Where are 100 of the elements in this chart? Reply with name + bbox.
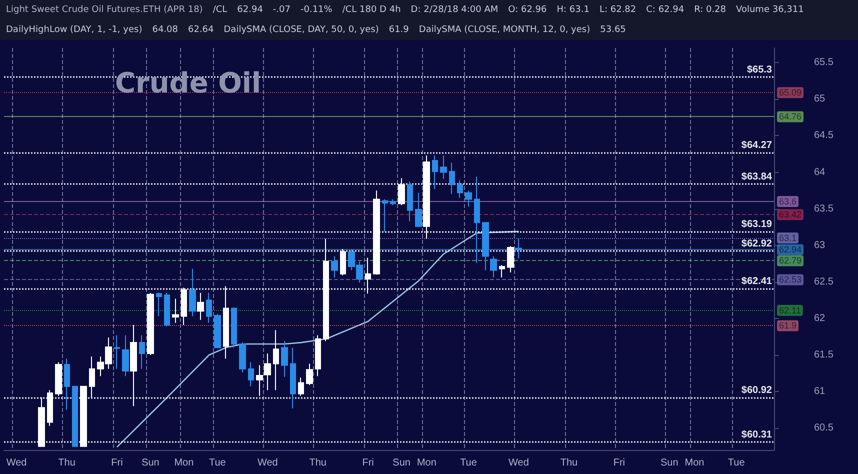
candlestick bbox=[298, 377, 304, 396]
candlestick bbox=[264, 353, 271, 391]
y-tick-label: 62.5 bbox=[814, 276, 834, 288]
candlestick bbox=[214, 314, 221, 348]
candlestick bbox=[139, 334, 145, 370]
candlestick bbox=[407, 181, 413, 222]
ref-line-label: 62.53 bbox=[779, 274, 802, 285]
candlestick bbox=[147, 292, 154, 356]
candlestick bbox=[390, 198, 396, 206]
text: Crude Oil bbox=[115, 66, 262, 100]
text: O: 62.96 bbox=[508, 5, 547, 15]
text: D: 2/28/18 4:00 AM bbox=[410, 5, 498, 15]
chart-subtitle: Light Sweet Crude Oil Futures.ETH (APR 18) bbox=[6, 5, 203, 15]
candlestick bbox=[290, 347, 296, 409]
candlestick bbox=[114, 334, 120, 370]
ref-line-label: 63.42 bbox=[779, 210, 802, 220]
candlestick bbox=[315, 334, 321, 377]
candlestick bbox=[415, 192, 422, 228]
ref-line-label: $63.19 bbox=[741, 218, 772, 230]
text: 61.9 bbox=[388, 25, 409, 35]
text: 62.64 bbox=[188, 25, 214, 35]
text: /CL 180 D 4h bbox=[342, 5, 401, 15]
candlestick bbox=[306, 363, 313, 386]
ref-line-label: 61.9 bbox=[779, 320, 797, 331]
ref-line-label: 62.94 bbox=[779, 244, 802, 255]
x-tick-label: Mon bbox=[416, 458, 436, 468]
x-tick-label: Fri bbox=[362, 458, 374, 468]
y-tick-label: 62 bbox=[814, 312, 826, 324]
x-tick-label: Tue bbox=[208, 458, 226, 468]
text: H: 63.1 bbox=[556, 5, 590, 15]
candlestick bbox=[231, 306, 237, 348]
x-tick-label: Fri bbox=[613, 458, 625, 468]
ref-line-label: 62.79 bbox=[779, 256, 802, 266]
x-tick-label: Wed bbox=[6, 458, 27, 468]
x-tick-label: Wed bbox=[508, 458, 529, 468]
text: 62.94 bbox=[237, 5, 263, 15]
ref-line-label: $62.92 bbox=[741, 238, 772, 250]
candlestick bbox=[164, 292, 170, 327]
candlestick bbox=[122, 334, 129, 377]
candlestick bbox=[248, 362, 254, 387]
candlestick bbox=[197, 292, 204, 320]
y-tick-label: 61 bbox=[814, 386, 826, 398]
y-tick-label: 65.5 bbox=[814, 57, 834, 68]
text: -0.11% bbox=[300, 5, 332, 15]
candlestick bbox=[64, 358, 70, 410]
candlestick bbox=[172, 298, 179, 324]
candlestick bbox=[239, 342, 246, 374]
text: C: 62.94 bbox=[646, 5, 684, 15]
candlestick bbox=[206, 292, 212, 324]
ref-line-label: 63.6 bbox=[779, 196, 797, 206]
ref-line-label: $65.3 bbox=[746, 64, 772, 76]
text: 64.08 bbox=[152, 25, 178, 35]
y-tick-label: 64 bbox=[814, 166, 826, 178]
candlestick bbox=[449, 162, 455, 195]
candlestick bbox=[331, 256, 338, 278]
ref-line-label: 62.11 bbox=[779, 305, 801, 316]
text: Volume 36,311 bbox=[736, 5, 804, 15]
ref-line-label: $64.27 bbox=[741, 140, 772, 152]
ref-line-label: $60.92 bbox=[741, 384, 772, 396]
line-series bbox=[116, 230, 520, 448]
ref-line-label: 65.09 bbox=[779, 88, 802, 98]
x-tick-label: Tue bbox=[460, 458, 478, 468]
ref-line-label: $60.31 bbox=[741, 429, 772, 440]
x-tick-label: Mon bbox=[174, 458, 194, 468]
x-tick-label: Thu bbox=[309, 458, 326, 468]
candlestick bbox=[432, 154, 438, 190]
text: DailyHighLow (DAY, 1, -1, yes) bbox=[6, 25, 142, 35]
x-tick-label: Mon bbox=[684, 458, 704, 468]
candlestick bbox=[490, 256, 497, 278]
x-tick-label: Wed bbox=[257, 458, 278, 468]
text: 53.65 bbox=[600, 25, 626, 35]
candlestick bbox=[457, 180, 463, 198]
text: /CL bbox=[212, 5, 228, 15]
candlestick bbox=[482, 222, 489, 271]
candlestick bbox=[382, 198, 388, 232]
candlestick bbox=[72, 386, 78, 447]
candlestick bbox=[156, 292, 162, 317]
ref-line-label: $62.41 bbox=[741, 276, 772, 287]
x-tick-label: Thu bbox=[560, 458, 578, 468]
y-tick-label: 64.5 bbox=[814, 130, 834, 142]
candlestick bbox=[273, 330, 279, 391]
x-tick-label: Sun bbox=[660, 458, 678, 468]
ref-line-label: $63.84 bbox=[741, 171, 772, 182]
x-tick-label: Thu bbox=[58, 458, 76, 468]
y-tick-label: 65 bbox=[814, 94, 826, 105]
x-tick-label: Tue bbox=[728, 458, 746, 468]
text: L: 62.82 bbox=[599, 5, 636, 15]
candlestick bbox=[499, 264, 505, 278]
x-tick-label: Sun bbox=[142, 458, 160, 468]
ref-line-label: 64.76 bbox=[779, 112, 802, 122]
text: DailySMA (CLOSE, MONTH, 12, 0, yes) bbox=[418, 25, 590, 35]
text: R: 0.28 bbox=[694, 5, 726, 15]
y-tick-label: 63.5 bbox=[814, 203, 834, 214]
text: DailySMA (CLOSE, DAY, 50, 0, yes) bbox=[224, 25, 379, 35]
y-tick-label: 61.5 bbox=[814, 349, 834, 360]
candlestick bbox=[474, 176, 480, 264]
x-tick-label: Fri bbox=[111, 458, 123, 468]
text: -.07 bbox=[272, 5, 290, 15]
candlestick bbox=[189, 268, 196, 317]
candlestick bbox=[440, 154, 447, 180]
